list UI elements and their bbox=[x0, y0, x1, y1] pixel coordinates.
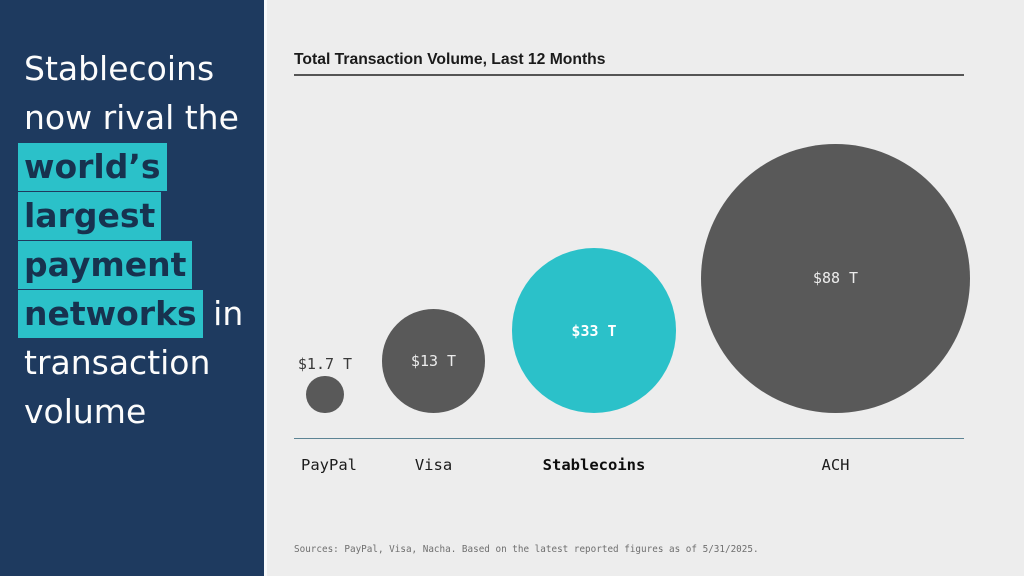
headline-line: payment bbox=[18, 240, 254, 289]
sidebar-edge-divider bbox=[264, 0, 267, 576]
headline-highlight: payment bbox=[18, 241, 193, 289]
headline-highlight: world’s bbox=[18, 143, 167, 191]
category-label-stablecoins: Stablecoins bbox=[542, 456, 646, 474]
headline-line: networks in bbox=[18, 289, 254, 338]
headline: Stablecoins now rival the world’s largest pa… bbox=[18, 44, 254, 436]
category-label-ach: ACH bbox=[821, 456, 850, 474]
bubble-stablecoins bbox=[511, 248, 677, 413]
headline-line: Stablecoins bbox=[24, 49, 215, 88]
title-rule bbox=[294, 74, 964, 76]
headline-highlight: largest bbox=[18, 192, 162, 240]
bubble-ach bbox=[700, 143, 971, 413]
headline-highlight: networks bbox=[18, 290, 203, 338]
headline-line: largest bbox=[18, 191, 254, 240]
headline-line: volume bbox=[24, 392, 147, 431]
chart-title: Total Transaction Volume, Last 12 Months bbox=[294, 51, 606, 68]
headline-line: world’s bbox=[18, 142, 254, 191]
baseline-rule bbox=[294, 438, 964, 440]
bubble-paypal bbox=[306, 375, 344, 413]
category-label-paypal: PayPal bbox=[301, 456, 357, 474]
headline-line: transaction bbox=[24, 343, 211, 382]
sidebar: Stablecoins now rival the world’s largest pa… bbox=[0, 0, 264, 576]
bubble-visa bbox=[381, 309, 486, 413]
value-label-ach: $88 T bbox=[812, 269, 859, 288]
category-label-visa: Visa bbox=[414, 456, 453, 474]
headline-line-suffix: in bbox=[202, 294, 244, 333]
value-label-paypal: $1.7 T bbox=[297, 354, 353, 373]
source-note: Sources: PayPal, Visa, Nacha. Based on t… bbox=[294, 544, 759, 555]
headline-line: now rival the bbox=[24, 98, 239, 137]
value-label-visa: $13 T bbox=[410, 352, 457, 371]
value-label-stablecoins: $33 T bbox=[571, 321, 617, 340]
